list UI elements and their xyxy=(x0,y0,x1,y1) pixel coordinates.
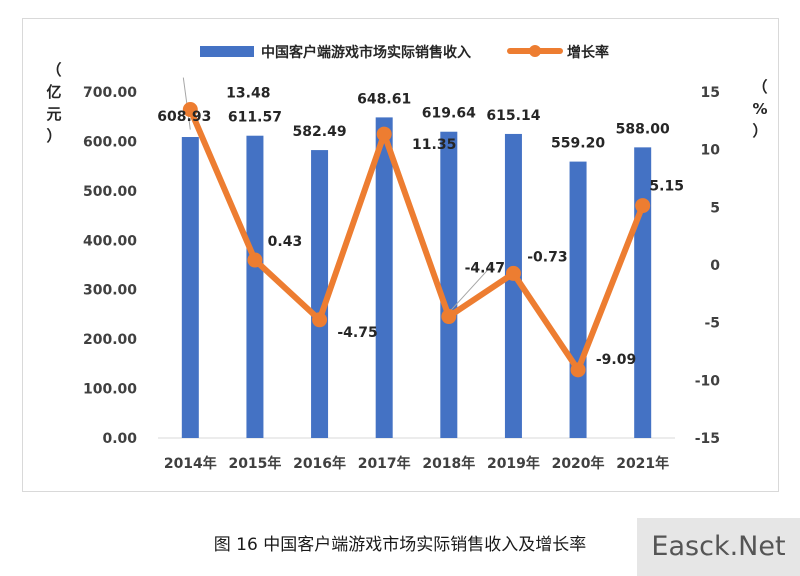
bar xyxy=(375,117,393,439)
bar-data-label: 588.00 xyxy=(616,121,670,137)
bar-data-label: 608.93 xyxy=(157,109,211,125)
x-tick-label: 2016年 xyxy=(293,455,346,472)
y-right-tick-label: -10 xyxy=(695,373,721,389)
legend-line-label: 增长率 xyxy=(567,44,609,61)
y-right-tick-label: -15 xyxy=(695,431,720,447)
x-tick-label: 2021年 xyxy=(616,455,669,472)
chart-frame: 0.00 100.00 200.00 300.00 400.00 500.00 600.00… xyxy=(22,18,779,492)
line-data-label: -4.75 xyxy=(337,325,377,341)
x-tick-label: 2020年 xyxy=(552,455,605,472)
line-data-label: -9.09 xyxy=(596,352,636,368)
y-right-axis-title-char: ） xyxy=(752,122,767,140)
line-data-label: 11.35 xyxy=(412,137,456,153)
y-right-tick-label: 15 xyxy=(701,85,720,101)
x-tick-label: 2014年 xyxy=(164,455,217,472)
bar xyxy=(504,133,522,439)
x-tick-label: 2018年 xyxy=(422,455,475,472)
y-left-tick-label: 400.00 xyxy=(83,233,137,249)
y-left-axis-title-char: （ xyxy=(46,61,61,79)
growth-rate-marker xyxy=(505,265,521,281)
y-left-axis-title-char: 元 xyxy=(46,105,61,123)
growth-rate-marker xyxy=(312,312,328,328)
y-left-tick-label: 600.00 xyxy=(83,134,137,150)
line-data-label: 0.43 xyxy=(268,234,303,250)
y-right-axis-title-char: % xyxy=(752,100,767,118)
legend-line-marker xyxy=(529,45,541,57)
y-left-tick-label: 300.00 xyxy=(83,283,137,299)
y-left-axis-title-char: ） xyxy=(46,127,61,145)
y-right-tick-label: 0 xyxy=(710,258,720,274)
bar-data-label: 619.64 xyxy=(422,106,476,122)
y-left-tick-label: 0.00 xyxy=(102,431,137,447)
legend-bar-label: 中国客户端游戏市场实际销售收入 xyxy=(261,44,471,61)
growth-rate-marker xyxy=(182,102,198,118)
y-right-tick-label: -5 xyxy=(704,316,720,332)
y-left-tick-label: 100.00 xyxy=(83,382,137,398)
y-right-axis-title-char: （ xyxy=(752,78,767,96)
y-left-tick-label: 700.00 xyxy=(83,85,137,101)
x-tick-label: 2017年 xyxy=(358,455,411,472)
bar xyxy=(440,131,458,438)
bar xyxy=(246,135,264,438)
line-data-label: -4.47 xyxy=(465,261,505,277)
x-tick-label: 2019年 xyxy=(487,455,540,472)
bar-data-label: 611.57 xyxy=(228,110,282,126)
growth-rate-line xyxy=(187,106,646,373)
watermark-logo: Easck.Net xyxy=(637,518,800,576)
line-data-label: 13.48 xyxy=(226,86,270,102)
combo-chart: 0.00 100.00 200.00 300.00 400.00 500.00 600.00… xyxy=(46,44,767,472)
bar-data-label: 559.20 xyxy=(551,136,605,152)
growth-rate-marker xyxy=(247,252,263,268)
growth-rate-marker xyxy=(635,198,651,214)
bar-data-label: 582.49 xyxy=(293,124,347,140)
y-left-tick-label: 200.00 xyxy=(83,332,137,348)
legend-bar-swatch xyxy=(200,46,254,57)
bar xyxy=(569,161,587,438)
line-data-label: -0.73 xyxy=(527,249,567,265)
growth-rate-marker xyxy=(570,362,586,378)
line-data-label: 5.15 xyxy=(649,179,684,195)
growth-rate-marker xyxy=(376,126,392,142)
bar-data-label: 648.61 xyxy=(357,91,411,107)
bar-data-label: 615.14 xyxy=(486,108,540,124)
x-tick-label: 2015年 xyxy=(228,455,281,472)
figure-caption: 图 16 中国客户端游戏市场实际销售收入及增长率 xyxy=(213,535,587,555)
y-right-tick-label: 5 xyxy=(710,200,720,216)
bar xyxy=(311,150,329,439)
y-left-tick-label: 500.00 xyxy=(83,184,137,200)
growth-rate-marker xyxy=(441,309,457,325)
y-left-axis-title-char: 亿 xyxy=(46,83,61,101)
y-right-tick-label: 10 xyxy=(701,143,721,159)
label-leader-line xyxy=(448,266,492,313)
bar xyxy=(181,137,199,439)
